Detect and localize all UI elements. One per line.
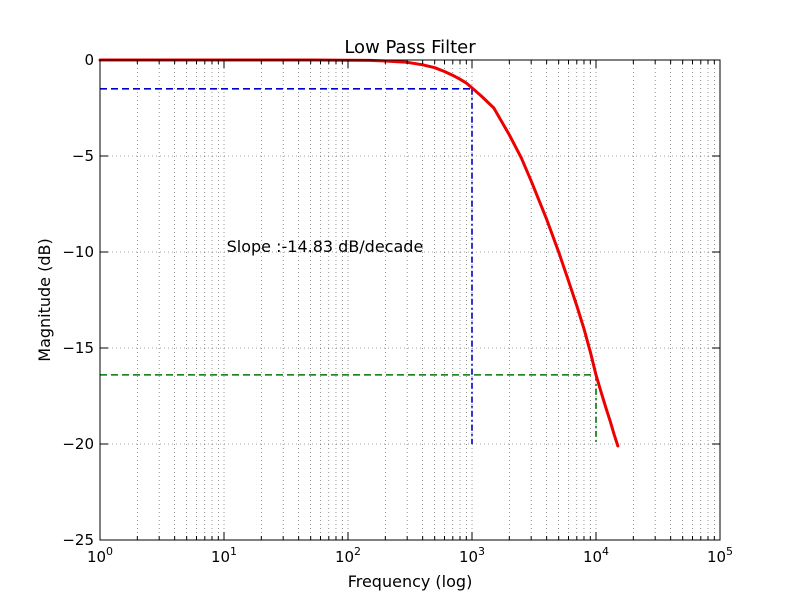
chart-title: Low Pass Filter (344, 37, 476, 58)
plot-frame (99, 59, 721, 541)
x-tick-label-base: 10 (211, 548, 230, 566)
x-tick-label-base: 10 (459, 548, 478, 566)
slope-annotation: Slope :-14.83 dB/decade (227, 237, 424, 256)
y-tick-label: −5 (72, 147, 94, 165)
x-tick-label-base: 10 (707, 548, 726, 566)
y-tick-label: −25 (62, 531, 94, 549)
x-tick-label: 102 (335, 545, 361, 566)
y-tick-label: −10 (62, 243, 94, 261)
x-tick-label-exponent: 3 (478, 545, 485, 558)
x-tick-label-exponent: 5 (726, 545, 733, 558)
y-axis-label: Magnitude (dB) (35, 238, 54, 361)
grid (100, 60, 720, 540)
x-tick-label: 100 (87, 545, 113, 566)
ticks (99, 59, 721, 541)
x-tick-label: 105 (707, 545, 733, 566)
x-tick-label-exponent: 2 (354, 545, 361, 558)
y-tick-label: 0 (84, 51, 94, 69)
y-tick-label: −20 (62, 435, 94, 453)
y-tick-labels: 0 −5 −10 −15 −20 −25 (62, 51, 94, 549)
y-tick-label: −15 (62, 339, 94, 357)
x-tick-label: 104 (583, 545, 609, 566)
x-tick-label-base: 10 (87, 548, 106, 566)
x-tick-label-base: 10 (335, 548, 354, 566)
x-tick-label: 101 (211, 545, 237, 566)
annotations: Slope :-14.83 dB/decade (227, 237, 424, 256)
x-tick-label: 103 (459, 545, 485, 566)
x-tick-label-exponent: 1 (230, 545, 237, 558)
x-tick-label-exponent: 4 (602, 545, 609, 558)
reference-lines (100, 88, 597, 444)
x-tick-labels: 100 101 102 103 104 105 (87, 545, 733, 566)
x-tick-label-exponent: 0 (106, 545, 113, 558)
x-tick-label-base: 10 (583, 548, 602, 566)
x-axis-label: Frequency (log) (348, 572, 473, 591)
